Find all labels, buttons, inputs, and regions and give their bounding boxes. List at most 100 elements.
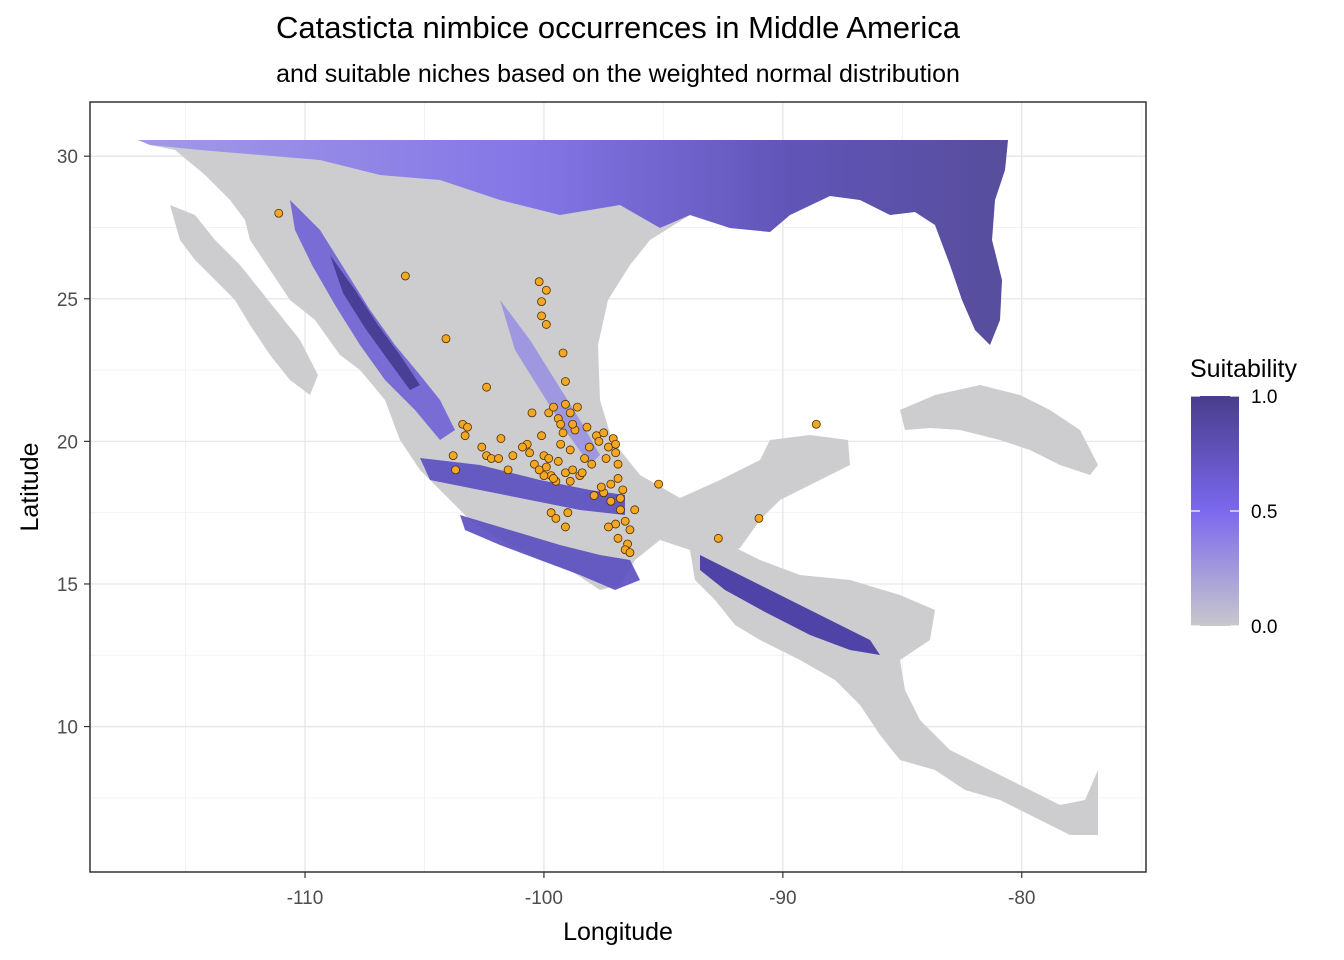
occurrence-point xyxy=(565,476,575,486)
occurrence-point xyxy=(654,479,664,489)
chart-title: Catasticta nimbice occurrences in Middle… xyxy=(276,10,960,45)
land-cuba xyxy=(900,385,1098,475)
occurrence-point xyxy=(549,402,558,412)
occurrence-point xyxy=(529,459,539,469)
occurrence-point xyxy=(606,479,616,489)
occurrence-point xyxy=(568,465,578,475)
y-tick-label: 10 xyxy=(57,718,78,739)
occurrence-point xyxy=(594,436,604,446)
y-axis-title: Latitude xyxy=(16,443,44,532)
occurrence-point xyxy=(572,402,582,412)
suitability-sierra-occidental-core xyxy=(330,255,420,390)
occurrence-point xyxy=(460,431,470,441)
occurrence-point xyxy=(448,451,458,461)
land-north xyxy=(138,140,1008,590)
occurrence-point xyxy=(518,442,527,452)
occurrence-point xyxy=(556,419,566,429)
occurrence-point xyxy=(558,348,568,358)
occurrence-point xyxy=(620,516,630,526)
occurrence-point xyxy=(563,508,573,518)
occurrence-point xyxy=(630,505,640,515)
suitability-central-highlands xyxy=(700,555,880,655)
suitability-volcanic-belt xyxy=(420,458,625,515)
occurrence-point xyxy=(618,485,628,495)
x-tick-label: -80 xyxy=(1008,888,1035,909)
occurrence-point xyxy=(615,505,625,515)
occurrence-point xyxy=(606,496,616,506)
occurrence-point xyxy=(451,465,460,475)
occurrence-point xyxy=(496,434,506,443)
legend-ticks: 0.0 0.5 1.0 xyxy=(1191,387,1277,638)
occurrence-point xyxy=(811,419,821,429)
occurrence-point xyxy=(541,320,551,329)
occurrence-point xyxy=(568,419,578,429)
occurrence-point xyxy=(601,454,611,463)
occurrence-point xyxy=(274,208,284,218)
occurrence-point xyxy=(482,382,491,392)
occurrence-point xyxy=(754,513,764,523)
occurrence-point xyxy=(551,513,561,523)
occurrence-point xyxy=(527,408,537,418)
suitability-raster xyxy=(138,140,1098,835)
occurrence-point xyxy=(549,474,558,483)
occurrence-point xyxy=(400,271,410,281)
occurrence-point xyxy=(611,439,621,449)
x-tick-label: -90 xyxy=(769,888,796,909)
occurrence-point xyxy=(584,442,594,452)
occurrence-point xyxy=(589,491,599,500)
occurrence-point xyxy=(613,474,623,483)
occurrence-point xyxy=(587,459,597,469)
occurrence-point xyxy=(596,482,606,492)
occurrence-point xyxy=(544,408,554,418)
legend-tick-label: 0.5 xyxy=(1251,502,1277,523)
occurrence-point xyxy=(539,471,549,480)
occurrence-point xyxy=(463,422,472,432)
occurrence-point xyxy=(541,285,551,295)
occurrence-point xyxy=(565,408,575,418)
occurrence-point xyxy=(561,399,570,409)
occurrence-point xyxy=(580,454,589,463)
suitability-north-band xyxy=(138,140,1008,345)
occurrence-point xyxy=(558,428,568,438)
occurrence-points xyxy=(274,208,821,557)
occurrence-point xyxy=(561,377,570,386)
suitability-sierra-madre-sur xyxy=(460,515,640,590)
occurrence-point xyxy=(537,297,546,307)
y-axis: 10 15 20 25 30 xyxy=(57,147,90,739)
occurrence-point xyxy=(565,445,575,455)
occurrence-point xyxy=(613,459,623,469)
occurrence-point xyxy=(546,508,556,518)
occurrence-point xyxy=(553,456,563,466)
occurrence-point xyxy=(477,442,487,452)
occurrence-point xyxy=(561,522,570,532)
occurrence-point xyxy=(556,439,566,449)
occurrence-point xyxy=(534,465,544,475)
chart-subtitle: and suitable niches based on the weighte… xyxy=(276,60,960,88)
plot-panel-border xyxy=(89,101,1147,873)
x-axis-title: Longitude xyxy=(563,918,673,946)
land-baja xyxy=(170,205,318,395)
occurrence-point xyxy=(537,311,546,321)
occurrence-point xyxy=(582,422,592,432)
occurrence-point xyxy=(599,428,609,438)
occurrence-point xyxy=(611,448,621,458)
y-tick-label: 25 xyxy=(57,290,78,311)
occurrence-point xyxy=(604,522,613,532)
occurrence-point xyxy=(625,548,635,557)
occurrence-point xyxy=(625,525,635,535)
occurrence-point xyxy=(537,431,546,441)
occurrence-point xyxy=(534,277,544,287)
x-tick-label: -100 xyxy=(525,888,563,909)
occurrence-point xyxy=(577,468,587,478)
legend-tick-label: 1.0 xyxy=(1251,387,1277,408)
occurrence-point xyxy=(441,334,451,344)
x-axis: -110 -100 -90 -80 xyxy=(287,872,1035,909)
legend-tick-label: 0.0 xyxy=(1251,617,1277,638)
occurrence-point xyxy=(508,451,518,461)
y-tick-label: 15 xyxy=(57,575,78,596)
x-tick-label: -110 xyxy=(287,888,324,909)
occurrence-point xyxy=(613,533,623,543)
occurrence-point xyxy=(713,533,723,543)
occurrence-point xyxy=(544,454,554,463)
